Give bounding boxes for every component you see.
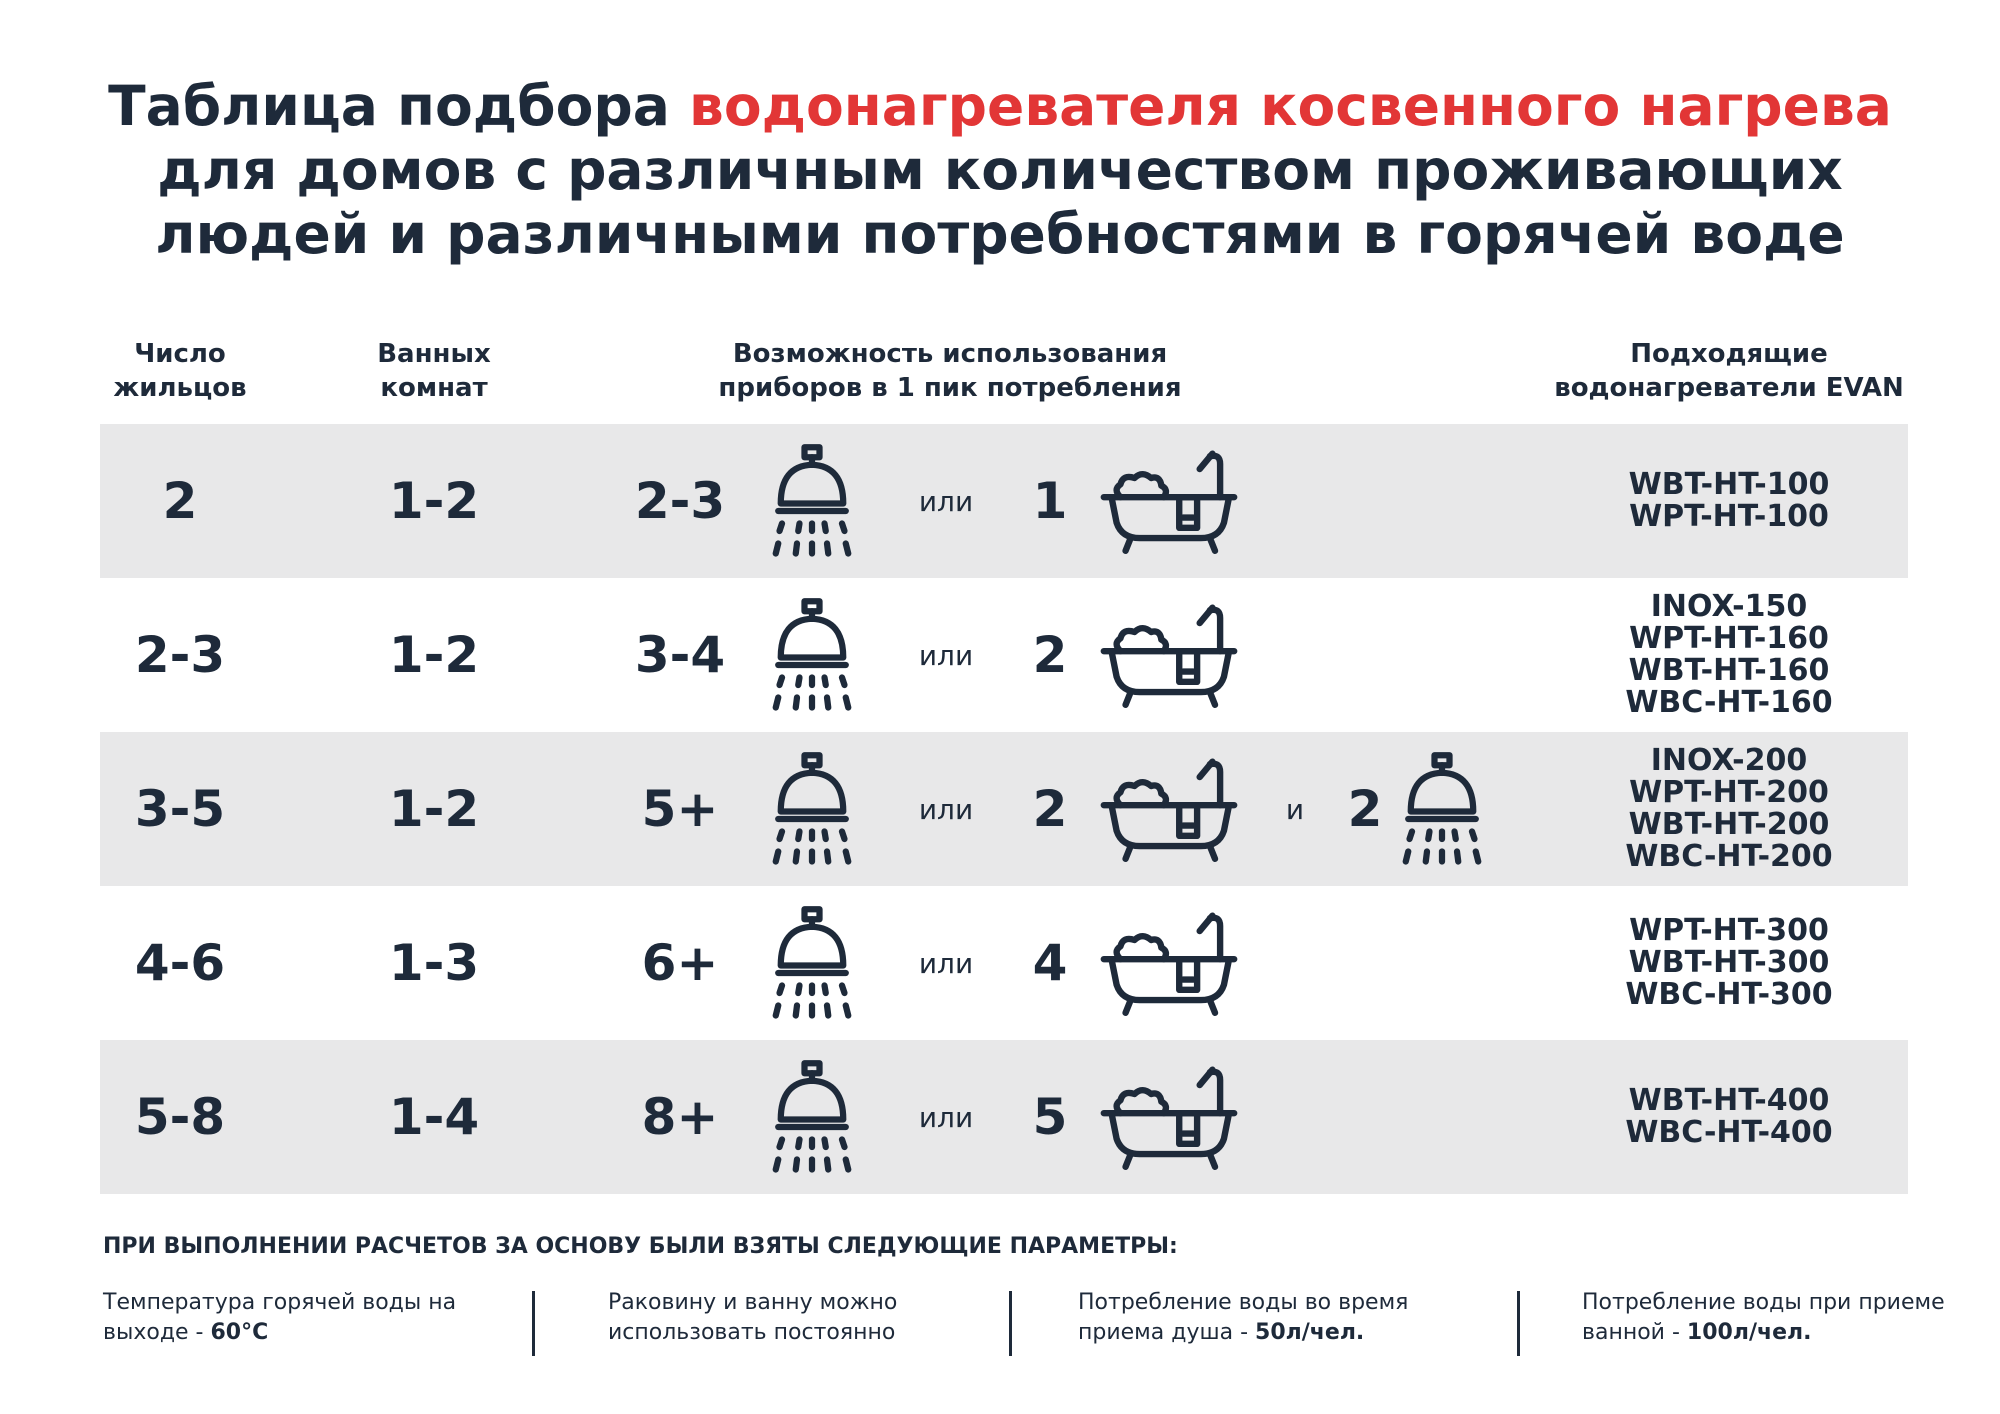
column-header: Число жильцов <box>113 339 247 403</box>
footer-bold: 100л/чел. <box>1686 1320 1812 1345</box>
showers: 3-4 <box>634 626 726 684</box>
model: WPT-HT-100 <box>1629 499 1829 534</box>
bathrooms: 1-2 <box>388 626 480 684</box>
model: WBT-HT-400 <box>1628 1083 1830 1118</box>
separator <box>1009 1291 1012 1356</box>
model: WBT-HT-300 <box>1628 945 1830 980</box>
title-line-3: людей и различными потребностями в горяч… <box>155 202 1845 266</box>
baths: 5 <box>1032 1088 1068 1146</box>
models: WBT-HT-100 WPT-HT-100 <box>1529 424 1929 578</box>
baths: 4 <box>1032 934 1068 992</box>
or: или <box>918 946 974 980</box>
models: INOX-150 WPT-HT-160 WBT-HT-160 WBC-HT-160 <box>1529 578 1929 732</box>
showers: 6+ <box>641 934 719 992</box>
footer-item: Потребление воды во время приема душа - … <box>1078 1288 1478 1348</box>
residents: 5-8 <box>134 1088 226 1146</box>
bath-icon <box>1100 1040 1238 1194</box>
model: WBC-HT-200 <box>1625 839 1833 874</box>
footer-text: Потребление воды при приеме ванной - <box>1582 1290 1945 1345</box>
title-dark: Таблица подбора <box>108 74 670 138</box>
bath-icon <box>1100 578 1238 732</box>
title-line-1: Таблица подбора водонагревателя косвенно… <box>0 74 2000 138</box>
table-row: 4-6 1-3 6+ или 4 WPT-HT-300 WBT-HT-300 WBC-HT-3… <box>100 886 1908 1040</box>
shower-svg <box>1402 751 1482 867</box>
title-line-2: для домов с различным количеством прожив… <box>157 138 1843 202</box>
residents: 3-5 <box>134 780 226 838</box>
footer-item: Раковину и ванну можно использовать пост… <box>608 1288 1008 1348</box>
bathrooms: 1-2 <box>388 780 480 838</box>
showers: 8+ <box>641 1088 719 1146</box>
separator <box>1517 1291 1520 1356</box>
bath-svg <box>1100 1062 1238 1172</box>
baths: 1 <box>1032 472 1068 530</box>
model: WBC-HT-300 <box>1625 977 1833 1012</box>
footer-bold: 60°C <box>210 1320 269 1345</box>
shower-icon <box>772 886 852 1040</box>
column-header: Возможность использования приборов в 1 п… <box>718 339 1182 403</box>
footer-bold: 50л/чел. <box>1255 1320 1365 1345</box>
showers: 5+ <box>641 780 719 838</box>
shower-svg <box>772 751 852 867</box>
and: и <box>1285 792 1305 826</box>
footer-item: Температура горячей воды на выходе - 60°… <box>103 1288 503 1348</box>
table-row: 5-8 1-4 8+ или 5 WBT-HT-400 WBC-HT-400 <box>100 1040 1908 1194</box>
bath-svg <box>1100 908 1238 1018</box>
shower-svg <box>772 597 852 713</box>
model: WBC-HT-400 <box>1625 1115 1833 1150</box>
or: или <box>918 1100 974 1134</box>
model: WPT-HT-200 <box>1629 775 1829 810</box>
or: или <box>918 484 974 518</box>
model: WPT-HT-160 <box>1629 621 1829 656</box>
model: INOX-200 <box>1650 743 1808 778</box>
separator <box>532 1291 535 1356</box>
model: WBT-HT-100 <box>1628 467 1830 502</box>
model: WBT-HT-160 <box>1628 653 1830 688</box>
footer-text: Раковину и ванну можно использовать пост… <box>608 1290 898 1345</box>
shower-svg <box>772 1059 852 1175</box>
models: INOX-200 WPT-HT-200 WBT-HT-200 WBC-HT-200 <box>1529 732 1929 886</box>
models: WBT-HT-400 WBC-HT-400 <box>1529 1040 1929 1194</box>
residents: 4-6 <box>134 934 226 992</box>
models: WPT-HT-300 WBT-HT-300 WBC-HT-300 <box>1529 886 1929 1040</box>
shower-svg <box>772 443 852 559</box>
or: или <box>918 638 974 672</box>
shower-icon <box>772 732 852 886</box>
residents: 2-3 <box>134 626 226 684</box>
bathrooms: 1-3 <box>388 934 480 992</box>
extra-showers: 2 <box>1347 780 1383 838</box>
baths: 2 <box>1032 626 1068 684</box>
footer-title: ПРИ ВЫПОЛНЕНИИ РАСЧЕТОВ ЗА ОСНОВУ БЫЛИ В… <box>103 1234 1178 1259</box>
table-row: 3-5 1-2 5+ или 2 и 2 INOX-200 WPT-HT-200 WBT-HT-2… <box>100 732 1908 886</box>
bath-svg <box>1100 754 1238 864</box>
bath-icon <box>1100 424 1238 578</box>
table-row: 2-3 1-2 3-4 или 2 INOX-150 WPT-HT-160 WBT-HT-16… <box>100 578 1908 732</box>
shower-icon <box>772 424 852 578</box>
table-row: 2 1-2 2-3 или 1 WBT-HT-100 WPT-HT-100 <box>100 424 1908 578</box>
footer-text: Температура горячей воды на выходе - <box>103 1290 457 1345</box>
residents: 2 <box>162 472 198 530</box>
bath-icon <box>1100 732 1238 886</box>
bath-icon <box>1100 886 1238 1040</box>
title-red: водонагревателя косвенного нагрева <box>689 74 1892 138</box>
or: или <box>918 792 974 826</box>
footer-text: Потребление воды во время приема душа - <box>1078 1290 1409 1345</box>
bath-svg <box>1100 446 1238 556</box>
footer-item: Потребление воды при приеме ванной - 100… <box>1582 1288 1982 1348</box>
shower-icon <box>1402 732 1482 886</box>
model: WPT-HT-300 <box>1629 913 1829 948</box>
bath-svg <box>1100 600 1238 710</box>
model: WBT-HT-200 <box>1628 807 1830 842</box>
model: WBC-HT-160 <box>1625 685 1833 720</box>
column-header: Ванных комнат <box>377 339 491 403</box>
model: INOX-150 <box>1650 589 1808 624</box>
shower-svg <box>772 905 852 1021</box>
baths: 2 <box>1032 780 1068 838</box>
bathrooms: 1-4 <box>388 1088 480 1146</box>
shower-icon <box>772 1040 852 1194</box>
shower-icon <box>772 578 852 732</box>
bathrooms: 1-2 <box>388 472 480 530</box>
column-header: Подходящие водонагреватели EVAN <box>1554 339 1904 403</box>
showers: 2-3 <box>634 472 726 530</box>
